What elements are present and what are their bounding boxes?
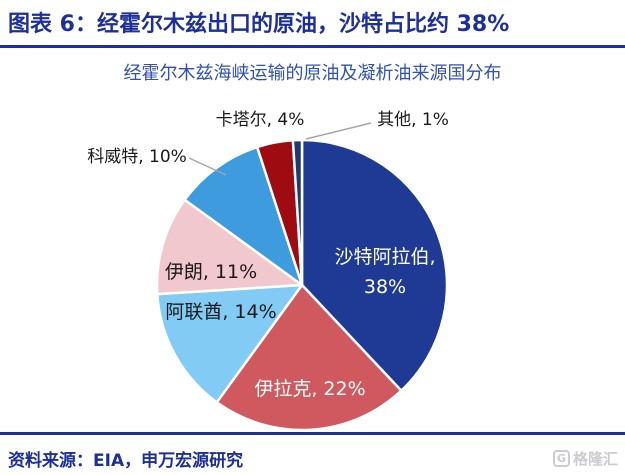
source-note: 资料来源：EIA，申万宏源研究	[8, 451, 244, 471]
label-leader-line-1	[188, 157, 227, 176]
pie-chart: 沙特阿拉伯, 38% 伊拉克, 22% 阿联酋, 14% 伊朗, 11% 科威特, 10%…	[87, 110, 449, 432]
gelonghui-logo: G 格隆汇	[552, 448, 618, 469]
pie-slice-4	[155, 198, 304, 296]
chart-title: 经霍尔木兹海峡运输的原油及凝析油来源国分布	[123, 63, 502, 84]
pie-label-7: 其他, 1%	[377, 110, 449, 130]
logo-text: 格隆汇	[572, 450, 618, 468]
pie-label-5: 科威特, 10%	[87, 147, 187, 167]
pie-label-1: 沙特阿拉伯, 38%	[334, 246, 435, 298]
pie-slice-2	[215, 283, 403, 432]
pie-label-2: 伊拉克, 22%	[254, 378, 365, 400]
pie-label-4: 伊朗, 11%	[165, 261, 257, 283]
label-leader-line-2	[305, 122, 372, 140]
logo-g-icon: G	[552, 450, 570, 467]
pie-label-6: 卡塔尔, 4%	[216, 110, 305, 130]
footer-divider	[0, 432, 625, 435]
pie-slice-5	[183, 145, 304, 287]
pie-slice-7	[291, 138, 304, 287]
pie-slice-1	[300, 138, 449, 392]
figure-title: 图表 6：经霍尔木兹出口的原油，沙特占比约 38%	[8, 12, 510, 37]
pie-label-3: 阿联酋, 14%	[165, 301, 276, 323]
title-underline	[0, 45, 625, 48]
pie-slice-3	[156, 283, 304, 404]
